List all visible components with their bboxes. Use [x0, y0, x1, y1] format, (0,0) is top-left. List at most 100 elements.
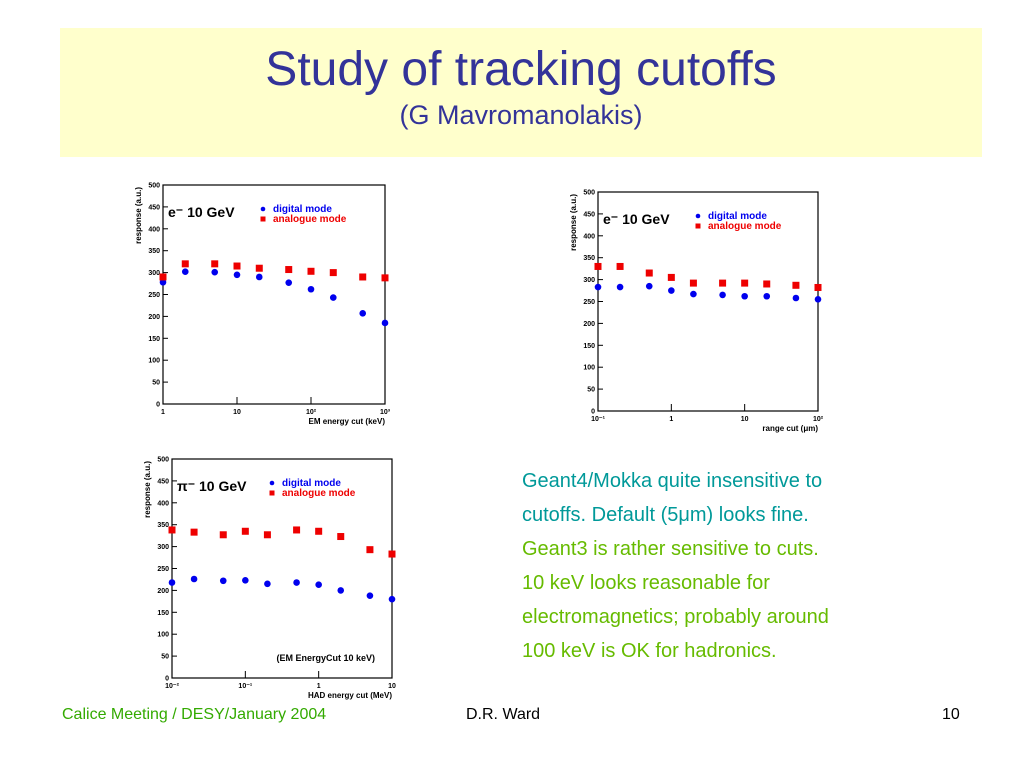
note-line: 100 keV is OK for hadronics. [522, 640, 777, 662]
y-tick-label: 300 [157, 544, 169, 551]
data-point [264, 580, 271, 588]
x-axis-label: range cut (μm) [762, 424, 818, 433]
y-tick-label: 400 [157, 500, 169, 507]
data-point [293, 579, 300, 586]
subtitle: (G Mavromanolakis) [399, 100, 643, 130]
data-point [181, 260, 189, 268]
data-point [359, 273, 367, 281]
data-point [219, 577, 227, 585]
legend-marker [269, 480, 275, 486]
data-point [381, 274, 389, 282]
data-point [329, 269, 337, 277]
data-point [616, 283, 624, 291]
data-point [337, 587, 345, 594]
x-tick-label: 10⁻¹ [591, 416, 605, 423]
data-point [366, 592, 374, 599]
data-point [645, 269, 653, 277]
data-point [814, 296, 822, 303]
x-axis-label: HAD energy cut (MeV) [308, 691, 392, 700]
legend-label: digital mode [273, 204, 332, 215]
data-point [616, 262, 624, 270]
data-point [594, 262, 602, 270]
data-point [690, 290, 697, 298]
y-tick-label: 150 [157, 610, 169, 617]
note-line: Geant3 is rather sensitive to cuts. [522, 538, 819, 560]
data-point [388, 595, 396, 603]
data-point [814, 283, 822, 291]
data-point [741, 292, 748, 300]
data-point [159, 273, 167, 281]
legend-marker [695, 213, 701, 219]
y-tick-label: 400 [148, 226, 160, 233]
chart-title: e⁻ 10 GeV [603, 211, 670, 227]
legend-label: digital mode [282, 478, 341, 489]
data-point [366, 546, 374, 554]
data-point [667, 273, 675, 281]
x-tick-label: 10⁻¹ [238, 683, 252, 690]
data-point [329, 294, 337, 301]
y-tick-label: 50 [152, 380, 160, 387]
data-point [190, 528, 198, 536]
y-tick-label: 250 [583, 299, 595, 306]
y-tick-label: 250 [157, 566, 169, 573]
data-point [159, 278, 167, 286]
x-tick-label: 10³ [380, 409, 391, 416]
y-tick-label: 150 [148, 336, 160, 343]
y-tick-label: 200 [583, 321, 595, 328]
data-point [315, 581, 322, 589]
x-axis-label: EM energy cut (keV) [309, 417, 386, 426]
y-tick-label: 100 [157, 632, 169, 639]
x-tick-label: 1 [317, 683, 321, 690]
y-tick-label: 400 [583, 233, 595, 240]
data-point [763, 280, 771, 288]
data-point [293, 526, 301, 534]
data-point [381, 319, 389, 327]
y-tick-label: 100 [583, 365, 595, 372]
plot-frame [597, 191, 819, 412]
x-tick-label: 10² [813, 416, 824, 423]
data-point [337, 533, 345, 541]
data-point [233, 271, 241, 279]
data-point [719, 291, 726, 299]
x-tick-label: 10⁻² [165, 683, 179, 690]
x-tick-label: 10² [306, 409, 317, 416]
y-axis-label: response (a.u.) [569, 194, 578, 251]
y-tick-label: 200 [148, 314, 160, 321]
legend-marker [260, 206, 266, 212]
y-tick-label: 300 [148, 270, 160, 277]
legend-marker [695, 223, 701, 229]
legend-marker [269, 490, 275, 496]
notes: Geant4/Mokka quite insensitive to cutoffs… [522, 464, 829, 668]
data-point [307, 285, 315, 293]
note-line: 10 keV looks reasonable for [522, 572, 770, 594]
legend-label: analogue mode [708, 221, 782, 232]
y-tick-label: 250 [148, 292, 160, 299]
data-point [719, 279, 727, 287]
data-point [668, 287, 675, 294]
data-point [285, 279, 293, 286]
y-tick-label: 0 [591, 409, 595, 416]
y-tick-label: 500 [583, 190, 595, 197]
x-tick-label: 10 [233, 409, 241, 416]
x-tick-label: 1 [161, 409, 165, 416]
data-point [285, 266, 293, 274]
data-point [211, 268, 219, 276]
annotation: (EM EnergyCut 10 keV) [276, 653, 375, 663]
data-point [359, 310, 367, 317]
data-point [168, 526, 176, 534]
legend-marker [260, 216, 266, 222]
footer-right: 10 [942, 706, 960, 723]
y-tick-label: 350 [583, 255, 595, 262]
footer-center: D.R. Ward [466, 706, 541, 723]
note-line: cutoffs. Default (5μm) looks fine. [522, 504, 809, 526]
data-point [741, 279, 749, 287]
x-tick-label: 10 [388, 683, 396, 690]
y-tick-label: 300 [583, 277, 595, 284]
title: Study of tracking cutoffs [265, 43, 777, 96]
data-point [388, 550, 396, 558]
data-point [792, 281, 800, 289]
legend-label: digital mode [708, 211, 767, 222]
note-line: Geant4/Mokka quite insensitive to [522, 470, 823, 492]
